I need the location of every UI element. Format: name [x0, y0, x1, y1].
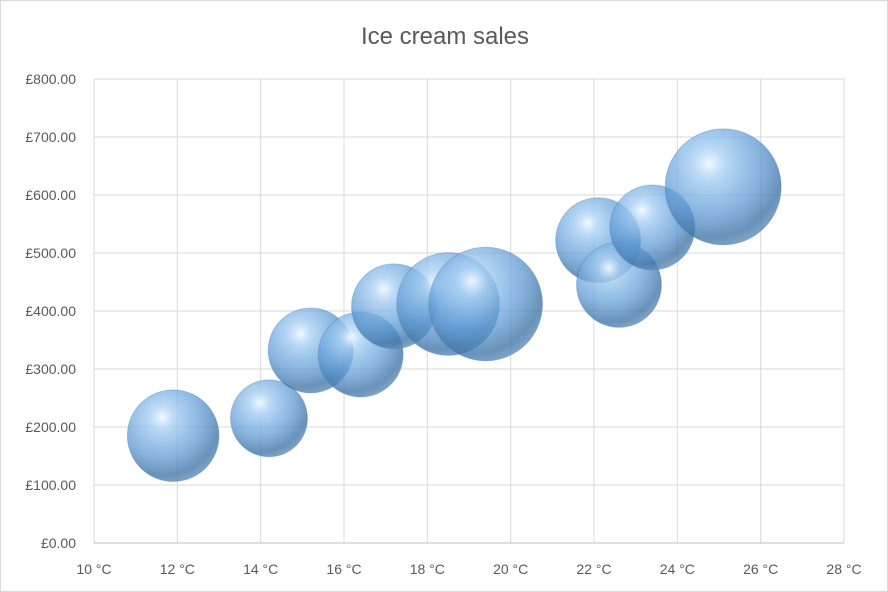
x-tick-label: 18 °C	[410, 561, 445, 577]
y-tick-label: £700.00	[25, 129, 76, 145]
y-tick-label: £200.00	[25, 419, 76, 435]
y-tick-label: £300.00	[25, 361, 76, 377]
bubble-point	[230, 379, 308, 458]
y-tick-label: £100.00	[25, 477, 76, 493]
x-tick-label: 26 °C	[743, 561, 778, 577]
x-tick-label: 12 °C	[160, 561, 195, 577]
x-tick-label: 20 °C	[493, 561, 528, 577]
x-tick-label: 14 °C	[243, 561, 278, 577]
y-tick-label: £400.00	[25, 303, 76, 319]
y-tick-label: £800.00	[25, 71, 76, 87]
x-tick-label: 10 °C	[76, 561, 111, 577]
x-tick-label: 22 °C	[576, 561, 611, 577]
bubble-point	[126, 389, 220, 483]
y-axis: £0.00 £100.00 £200.00 £300.00 £400.00 £500.00…	[25, 71, 76, 551]
x-tick-label: 24 °C	[660, 561, 695, 577]
x-axis: 10 °C 12 °C 14 °C 16 °C 18 °C 20 °C 22 °C 24 °C…	[76, 561, 861, 577]
bubble-point	[428, 246, 543, 362]
bubble-point	[664, 128, 782, 246]
y-tick-label: £500.00	[25, 245, 76, 261]
y-tick-label: £600.00	[25, 187, 76, 203]
bubble-series	[126, 128, 782, 483]
x-tick-label: 16 °C	[326, 561, 361, 577]
y-tick-label: £0.00	[41, 535, 76, 551]
x-tick-label: 28 °C	[826, 561, 861, 577]
chart-title: Ice cream sales	[361, 23, 529, 50]
